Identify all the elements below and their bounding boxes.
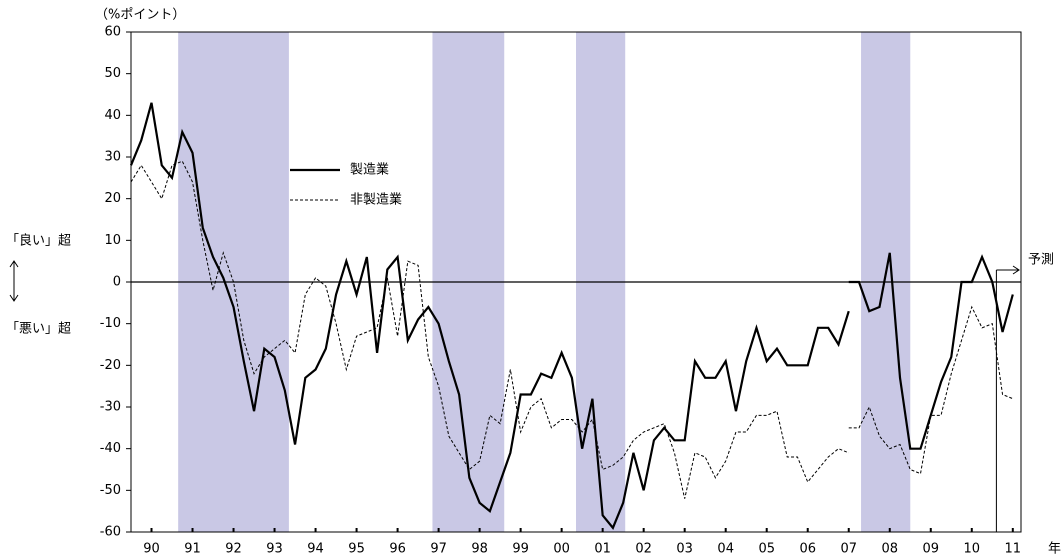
x-tick-label: 92 (225, 542, 242, 557)
x-tick-label: 10 (964, 542, 981, 557)
x-tick-label: 11 (1005, 542, 1022, 557)
y-tick-label: 20 (104, 191, 121, 206)
x-tick-label: 02 (635, 542, 652, 557)
x-tick-label: 94 (307, 542, 324, 557)
up-down-arrow (9, 260, 19, 302)
lower-note: 「悪い」超 (6, 322, 71, 337)
series-line (130, 160, 1013, 499)
x-unit: 年 (1048, 542, 1061, 557)
legend-label: 製造業 (350, 162, 389, 178)
x-tick-label: 99 (512, 542, 529, 557)
forecast-arrow (996, 265, 1020, 275)
y-tick-label: -60 (100, 525, 121, 540)
x-tick-label: 93 (266, 542, 283, 557)
x-tick-label: 00 (553, 542, 570, 557)
x-tick-label: 01 (594, 542, 611, 557)
x-tick-label: 03 (676, 542, 693, 557)
x-tick-label: 96 (389, 542, 406, 557)
x-tick-label: 98 (471, 542, 488, 557)
series-line (129, 102, 1014, 530)
forecast-label: 予測 (1028, 253, 1054, 268)
x-tick-label: 05 (758, 542, 775, 557)
y-tick-label: -30 (100, 400, 121, 415)
y-tick-label: -40 (100, 441, 121, 456)
x-tick-label: 08 (881, 542, 898, 557)
y-tick-label: 30 (104, 150, 121, 165)
x-tick-label: 07 (840, 542, 857, 557)
x-tick-label: 90 (143, 542, 160, 557)
legend-label: 非製造業 (350, 192, 402, 208)
y-tick-label: 60 (104, 25, 121, 40)
y-tick-label: -20 (100, 358, 121, 373)
y-tick-label: 40 (104, 108, 121, 123)
y-unit: （%ポイント） (95, 8, 185, 23)
x-tick-label: 06 (799, 542, 816, 557)
y-tick-label: -50 (100, 483, 121, 498)
upper-note: 「良い」超 (6, 233, 71, 249)
x-tick-label: 09 (922, 542, 939, 557)
y-tick-label: 50 (104, 66, 121, 81)
y-tick-label: -10 (100, 316, 121, 331)
x-tick-label: 04 (717, 542, 734, 557)
y-tick-label: 10 (104, 233, 121, 248)
y-tick-label: 0 (113, 275, 121, 290)
x-tick-label: 95 (348, 542, 365, 557)
x-tick-label: 91 (184, 542, 201, 557)
x-tick-label: 97 (430, 542, 447, 557)
